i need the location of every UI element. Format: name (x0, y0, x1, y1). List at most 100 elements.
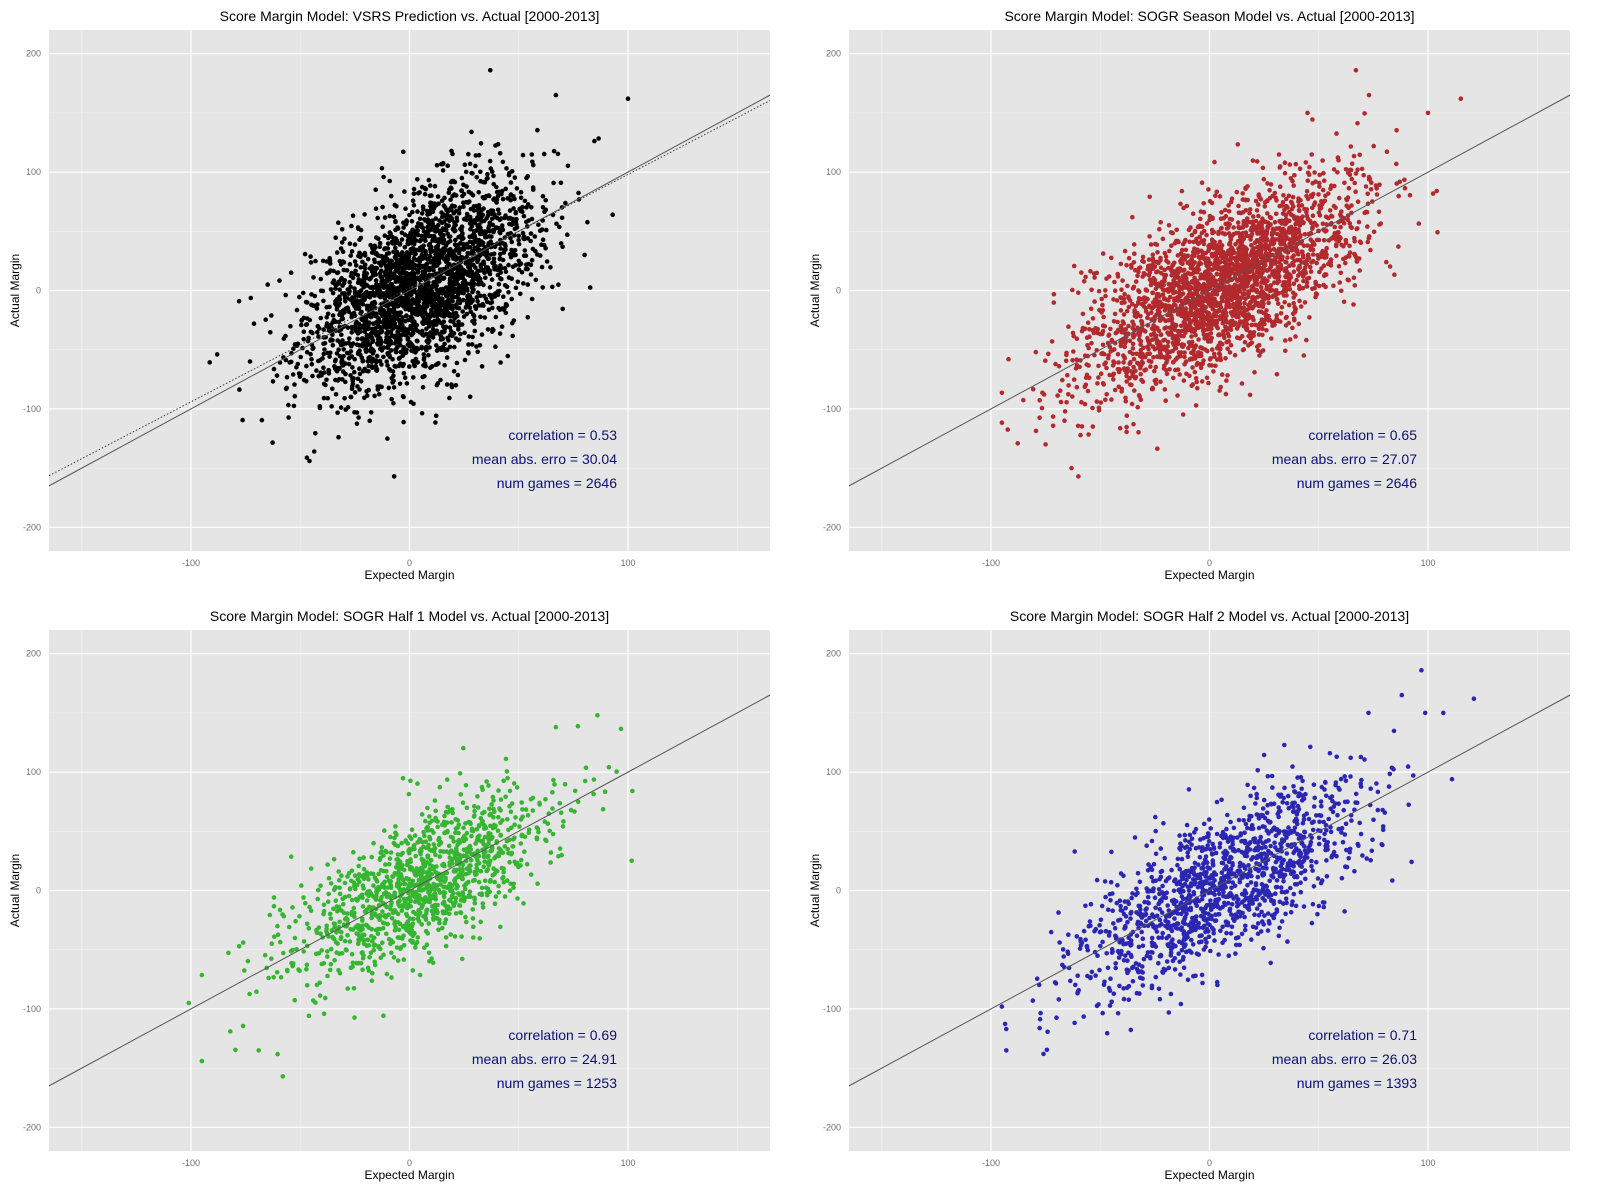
data-point (1396, 193, 1401, 199)
data-point (338, 405, 344, 410)
data-point (1167, 248, 1172, 254)
data-point (393, 245, 398, 251)
data-point (330, 386, 335, 392)
data-point (346, 356, 352, 361)
data-point (1181, 205, 1186, 211)
data-point (1222, 309, 1227, 314)
data-point (352, 303, 357, 309)
data-point (495, 292, 501, 298)
data-point (410, 198, 416, 203)
data-point (511, 206, 516, 211)
data-point (393, 364, 399, 369)
data-point (1229, 217, 1235, 222)
data-point (308, 260, 314, 265)
data-point (1279, 246, 1284, 252)
data-point (1178, 201, 1183, 207)
data-point (429, 219, 435, 224)
data-point (411, 251, 417, 256)
data-point (360, 359, 366, 364)
data-point (1312, 220, 1317, 226)
data-point (1060, 377, 1065, 383)
data-point (430, 326, 436, 332)
data-point (1276, 152, 1282, 157)
data-point (336, 319, 342, 325)
data-point (1056, 364, 1062, 369)
data-point (1108, 326, 1113, 332)
data-point (1346, 185, 1352, 191)
data-point (1291, 233, 1297, 239)
data-point (592, 138, 597, 144)
data-point (294, 307, 300, 313)
data-point (478, 169, 483, 175)
data-point (1140, 274, 1145, 279)
data-point (1066, 383, 1071, 388)
data-point (1132, 388, 1137, 393)
data-point (1162, 296, 1167, 302)
data-point (448, 252, 453, 258)
data-point (407, 344, 412, 349)
data-point (1268, 215, 1274, 221)
data-point (1130, 346, 1136, 351)
data-point (401, 149, 406, 155)
data-point (340, 363, 346, 368)
data-point (350, 376, 355, 382)
data-point (421, 229, 427, 234)
data-point (1292, 317, 1297, 323)
data-point (470, 334, 475, 340)
x-tick-label: 100 (620, 558, 635, 568)
data-point (423, 238, 428, 244)
data-point (1260, 165, 1266, 171)
data-point (1192, 315, 1198, 320)
data-point (1071, 349, 1076, 354)
data-point (1180, 241, 1186, 247)
data-point (475, 281, 481, 287)
data-point (1109, 397, 1114, 402)
data-point (533, 277, 539, 283)
data-point (544, 259, 550, 264)
data-point (457, 337, 462, 343)
data-point (309, 361, 315, 367)
data-point (328, 337, 334, 342)
data-point (466, 189, 472, 195)
data-point (1190, 327, 1196, 332)
data-point (1317, 213, 1323, 218)
data-point (1266, 300, 1271, 306)
data-point (373, 272, 379, 277)
data-point (389, 396, 395, 402)
data-point (1194, 379, 1199, 385)
data-point (1167, 294, 1173, 300)
data-point (493, 143, 498, 148)
y-tick-label: 200 (26, 49, 41, 59)
data-point (378, 263, 384, 268)
data-point (1249, 243, 1254, 248)
data-point (286, 415, 291, 420)
data-point (449, 148, 454, 154)
data-point (352, 242, 358, 247)
data-point (1264, 253, 1270, 259)
data-point (290, 372, 296, 377)
data-point (479, 303, 484, 308)
data-point (1205, 267, 1211, 273)
data-point (377, 240, 383, 246)
data-point (420, 374, 426, 380)
data-point (337, 377, 342, 382)
data-point (585, 219, 590, 225)
data-point (1133, 279, 1139, 284)
data-point (1257, 353, 1262, 358)
y-tick-label: 0 (36, 286, 41, 296)
data-point (300, 290, 306, 296)
data-point (429, 202, 435, 208)
data-point (1089, 287, 1094, 293)
data-point (1222, 207, 1228, 213)
data-point (364, 333, 370, 338)
data-point (531, 162, 536, 168)
data-point (1353, 171, 1359, 176)
data-point (1101, 382, 1106, 387)
data-point (373, 187, 379, 192)
data-point (1242, 339, 1248, 345)
data-point (461, 290, 466, 296)
data-point (1079, 270, 1084, 275)
data-point (479, 332, 485, 337)
data-point (1268, 264, 1274, 270)
data-point (1204, 310, 1210, 315)
